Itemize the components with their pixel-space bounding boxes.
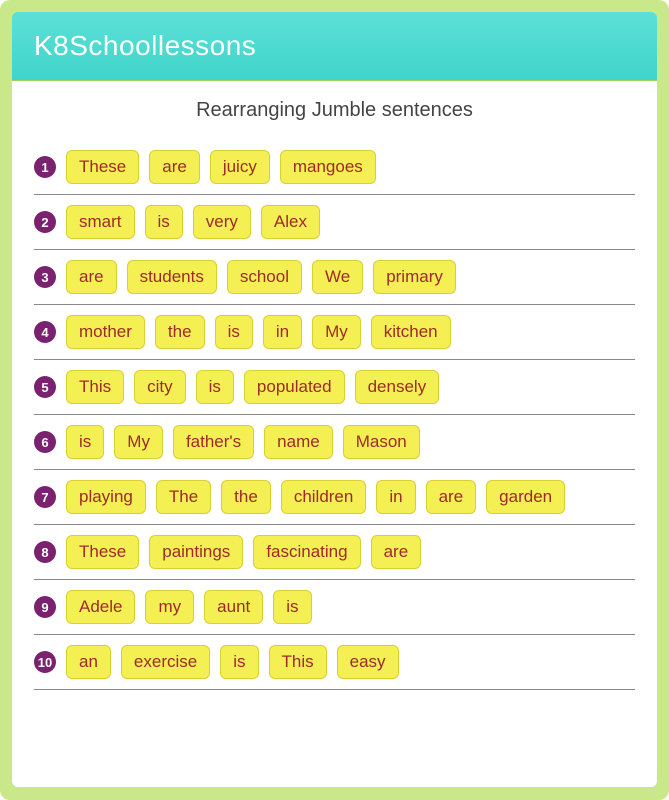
word-tile[interactable]: juicy [210,150,270,184]
word-tile[interactable]: school [227,260,302,294]
word-tile[interactable]: father's [173,425,254,459]
row-number-badge: 9 [34,596,56,618]
sentence-row: 4 mother theisin My kitchen [34,305,635,360]
word-tile[interactable]: an [66,645,111,679]
row-number-badge: 8 [34,541,56,563]
row-number-badge: 1 [34,156,56,178]
word-tile[interactable]: is [215,315,253,349]
sentence-row: 1 These are juicy mangoes [34,140,635,195]
word-tile[interactable]: These [66,535,139,569]
word-tile[interactable]: densely [355,370,440,404]
word-tile[interactable]: The [156,480,211,514]
word-tile[interactable]: populated [244,370,345,404]
word-tile[interactable]: aunt [204,590,263,624]
word-tile[interactable]: Adele [66,590,135,624]
row-number-badge: 5 [34,376,56,398]
word-tile[interactable]: in [263,315,302,349]
word-tile[interactable]: are [371,535,422,569]
word-tile[interactable]: the [155,315,205,349]
row-number-badge: 6 [34,431,56,453]
word-tile[interactable]: We [312,260,363,294]
word-tile[interactable]: kitchen [371,315,451,349]
row-number-badge: 10 [34,651,56,673]
word-tile[interactable]: city [134,370,186,404]
word-tile[interactable]: is [273,590,311,624]
worksheet-container: K8Schoollessons Rearranging Jumble sente… [0,0,669,800]
word-tile[interactable]: is [196,370,234,404]
word-tile[interactable]: the [221,480,271,514]
word-tile[interactable]: mangoes [280,150,376,184]
sentence-row: 10 an exercise is This easy [34,635,635,690]
word-tile[interactable]: children [281,480,367,514]
word-tile[interactable]: playing [66,480,146,514]
row-number-badge: 3 [34,266,56,288]
row-number-badge: 4 [34,321,56,343]
word-tile[interactable]: easy [337,645,399,679]
sentence-row: 8 These paintings fascinating are [34,525,635,580]
word-tile[interactable]: This [66,370,124,404]
word-tile[interactable]: exercise [121,645,210,679]
row-number-badge: 7 [34,486,56,508]
word-tile[interactable]: This [269,645,327,679]
worksheet-title: Rearranging Jumble sentences [34,99,635,122]
word-tile[interactable]: name [264,425,333,459]
sentence-row: 7 playing Thethe children inare garden [34,470,635,525]
site-title: K8Schoollessons [34,30,635,62]
word-tile[interactable]: are [426,480,477,514]
word-tile[interactable]: are [66,260,117,294]
sentence-list: 1Thesearejuicymangoes2smartisveryAlex3ar… [34,140,635,690]
header-bar: K8Schoollessons [12,12,657,81]
word-tile[interactable]: Alex [261,205,320,239]
row-number-badge: 2 [34,211,56,233]
sentence-row: 6 is My father's name Mason [34,415,635,470]
word-tile[interactable]: My [114,425,163,459]
word-tile[interactable]: My [312,315,361,349]
word-tile[interactable]: paintings [149,535,243,569]
word-tile[interactable]: is [66,425,104,459]
word-tile[interactable]: is [145,205,183,239]
word-tile[interactable]: Mason [343,425,420,459]
sentence-row: 9 Adelemyauntis [34,580,635,635]
sentence-row: 3 are students school We primary [34,250,635,305]
word-tile[interactable]: smart [66,205,135,239]
word-tile[interactable]: students [127,260,217,294]
word-tile[interactable]: primary [373,260,456,294]
word-tile[interactable]: very [193,205,251,239]
worksheet-body: Rearranging Jumble sentences 1Theseareju… [12,81,657,787]
word-tile[interactable]: These [66,150,139,184]
word-tile[interactable]: mother [66,315,145,349]
word-tile[interactable]: garden [486,480,565,514]
word-tile[interactable]: fascinating [253,535,360,569]
word-tile[interactable]: is [220,645,258,679]
word-tile[interactable]: are [149,150,200,184]
word-tile[interactable]: in [376,480,415,514]
sentence-row: 5 This cityis populated densely [34,360,635,415]
word-tile[interactable]: my [145,590,194,624]
sentence-row: 2 smartisvery Alex [34,195,635,250]
